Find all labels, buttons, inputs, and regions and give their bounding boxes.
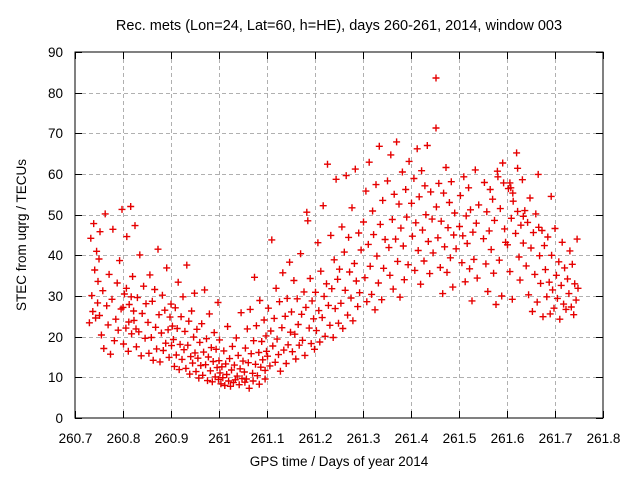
tick-label-layer: 260.7 260.8 260.9 261 261.1 261.2 261.3 261.4 26…	[48, 45, 620, 446]
grid-layer	[75, 52, 603, 418]
x-tick-label: 261	[208, 431, 231, 446]
plot-border	[74, 51, 604, 419]
y-tick-label: 0	[55, 411, 63, 426]
scatter-series	[85, 74, 582, 392]
y-tick-label: 50	[48, 208, 63, 223]
y-tick-label: 80	[48, 86, 63, 101]
x-tick-label: 260.7	[59, 431, 93, 446]
x-tick-label: 261.8	[587, 431, 621, 446]
x-tick-label: 261.1	[251, 431, 285, 446]
y-tick-label: 90	[48, 45, 63, 60]
x-tick-label: 260.9	[155, 431, 189, 446]
y-tick-label: 20	[48, 330, 63, 345]
tick-layer	[75, 52, 604, 419]
x-tick-label: 261.6	[491, 431, 525, 446]
x-axis-label: GPS time / Days of year 2014	[250, 454, 429, 469]
chart-title: Rec. mets (Lon=24, Lat=60, h=HE), days 2…	[116, 18, 562, 34]
y-tick-label: 30	[48, 289, 63, 304]
y-tick-label: 10	[48, 370, 63, 385]
data-points	[85, 74, 582, 392]
y-tick-label: 70	[48, 126, 63, 141]
x-tick-label: 261.2	[299, 431, 333, 446]
x-tick-label: 261.7	[539, 431, 573, 446]
x-tick-label: 261.4	[395, 431, 429, 446]
y-axis-label: STEC from uqrg / TECUs	[14, 159, 29, 311]
x-tick-label: 260.8	[107, 431, 141, 446]
y-tick-label: 60	[48, 167, 63, 182]
x-tick-label: 261.5	[443, 431, 477, 446]
y-tick-label: 40	[48, 248, 63, 263]
x-tick-label: 261.3	[347, 431, 381, 446]
